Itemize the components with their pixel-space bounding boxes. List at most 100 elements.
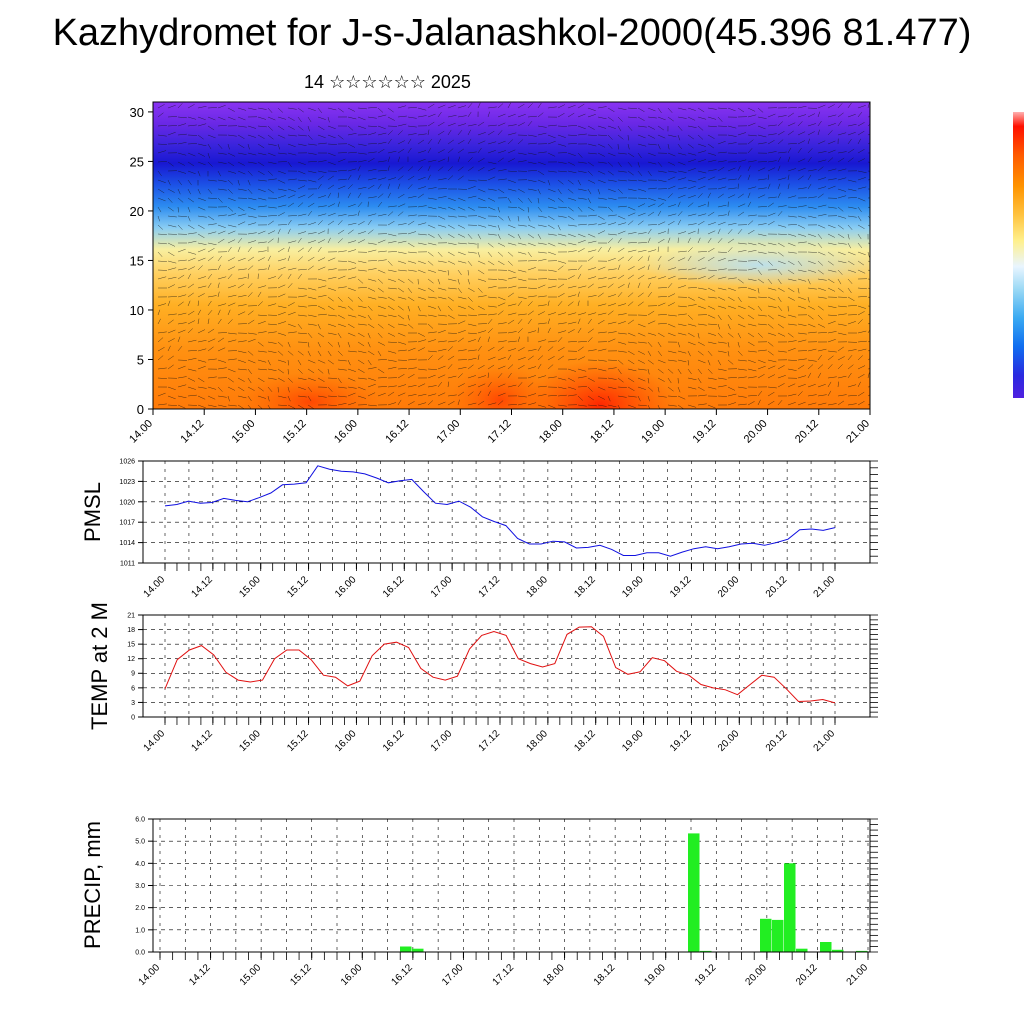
wind-barb bbox=[577, 300, 580, 307]
wind-barb bbox=[497, 322, 507, 325]
wind-barb bbox=[437, 178, 447, 181]
wind-barb bbox=[277, 116, 287, 120]
wind-barb bbox=[347, 368, 356, 372]
wind-barb bbox=[197, 257, 206, 262]
wind-barb bbox=[547, 242, 556, 247]
wind-barb bbox=[777, 375, 786, 379]
wind-barb bbox=[527, 161, 537, 165]
wind-barb bbox=[317, 359, 326, 364]
wind-barb bbox=[357, 165, 361, 172]
wind-barb bbox=[477, 147, 482, 154]
wind-barb bbox=[177, 384, 187, 388]
wind-barb bbox=[397, 332, 406, 337]
wind-barb bbox=[607, 233, 617, 236]
wind-barb bbox=[157, 179, 166, 183]
wind-barb bbox=[487, 305, 497, 308]
wind-barb bbox=[687, 287, 697, 289]
wind-barb bbox=[857, 215, 862, 222]
wind-barb bbox=[227, 230, 236, 235]
wind-barb bbox=[727, 332, 734, 338]
wind-barb bbox=[477, 121, 485, 127]
wind-barb bbox=[667, 170, 677, 173]
wind-barb bbox=[297, 107, 304, 113]
wind-barb bbox=[237, 161, 245, 166]
wind-barb bbox=[827, 114, 837, 118]
wind-barb bbox=[747, 122, 756, 127]
wind-barb bbox=[497, 242, 506, 247]
wind-barb bbox=[377, 250, 387, 253]
wind-barb bbox=[467, 260, 473, 267]
wind-barb bbox=[267, 404, 271, 409]
wind-barb bbox=[397, 287, 405, 293]
wind-barb bbox=[277, 377, 285, 382]
wind-barb bbox=[797, 278, 807, 282]
y-tick-label: 20 bbox=[130, 204, 144, 219]
wind-barb bbox=[327, 323, 336, 327]
wind-barb bbox=[687, 247, 693, 253]
wind-barb bbox=[777, 224, 787, 228]
wind-barb bbox=[477, 354, 480, 361]
colorbar bbox=[1013, 112, 1024, 398]
wind-barb bbox=[287, 152, 297, 156]
wind-barb bbox=[407, 296, 415, 302]
wind-barb bbox=[357, 323, 367, 326]
wind-barb bbox=[227, 274, 233, 280]
wind-barb bbox=[797, 233, 807, 237]
wind-barb bbox=[587, 386, 593, 392]
wind-barb bbox=[597, 222, 607, 226]
wind-barb bbox=[587, 114, 596, 118]
wind-barb bbox=[217, 238, 225, 244]
wind-barb bbox=[657, 107, 662, 114]
wind-barb bbox=[557, 206, 567, 209]
wind-barb bbox=[647, 386, 654, 392]
wind-barb bbox=[767, 365, 776, 370]
wind-barb bbox=[817, 287, 826, 291]
wind-barb bbox=[457, 242, 467, 245]
wind-barb bbox=[657, 302, 666, 307]
wind-barb bbox=[687, 134, 695, 140]
wind-barb bbox=[757, 287, 760, 294]
wind-barb bbox=[707, 237, 712, 244]
wind-barb bbox=[827, 251, 834, 257]
wind-barb bbox=[747, 296, 757, 299]
wind-barb bbox=[577, 318, 581, 325]
wind-barb bbox=[797, 205, 807, 208]
wind-barb bbox=[637, 249, 647, 253]
wind-barb bbox=[647, 237, 651, 244]
wind-barb bbox=[167, 188, 175, 193]
wind-barb bbox=[307, 332, 313, 338]
x-tick-label: 19.00 bbox=[639, 418, 667, 446]
wind-barb bbox=[777, 192, 781, 199]
wind-barb bbox=[607, 161, 614, 167]
wind-barb bbox=[707, 176, 716, 181]
wind-barb bbox=[637, 143, 647, 147]
wind-barb bbox=[327, 359, 334, 365]
wind-barb bbox=[617, 303, 627, 307]
wind-barb bbox=[377, 323, 384, 329]
wind-barb bbox=[287, 386, 290, 393]
wind-barb bbox=[357, 296, 363, 302]
wind-barb bbox=[857, 206, 862, 213]
wind-barb bbox=[227, 152, 236, 157]
wind-barb bbox=[767, 221, 775, 226]
wind-barb bbox=[677, 219, 681, 226]
wind-barb bbox=[617, 247, 625, 253]
wind-barb bbox=[587, 328, 594, 334]
wind-barb bbox=[497, 346, 504, 352]
wind-barb bbox=[457, 139, 465, 145]
wind-barb bbox=[387, 183, 391, 190]
wind-barb bbox=[457, 314, 467, 317]
wind-barb bbox=[487, 106, 497, 109]
wind-barb bbox=[437, 381, 442, 388]
wind-barb bbox=[797, 105, 807, 109]
wind-barb bbox=[557, 404, 567, 407]
wind-barb bbox=[807, 138, 810, 145]
wind-barb bbox=[837, 356, 845, 361]
wind-barb bbox=[337, 275, 346, 280]
x-tick-label: 21.00 bbox=[844, 418, 872, 446]
wind-barb bbox=[527, 197, 532, 204]
wind-barb bbox=[487, 188, 497, 191]
wind-barb bbox=[687, 404, 697, 408]
wind-barb bbox=[317, 313, 327, 316]
wind-barb bbox=[247, 310, 254, 316]
